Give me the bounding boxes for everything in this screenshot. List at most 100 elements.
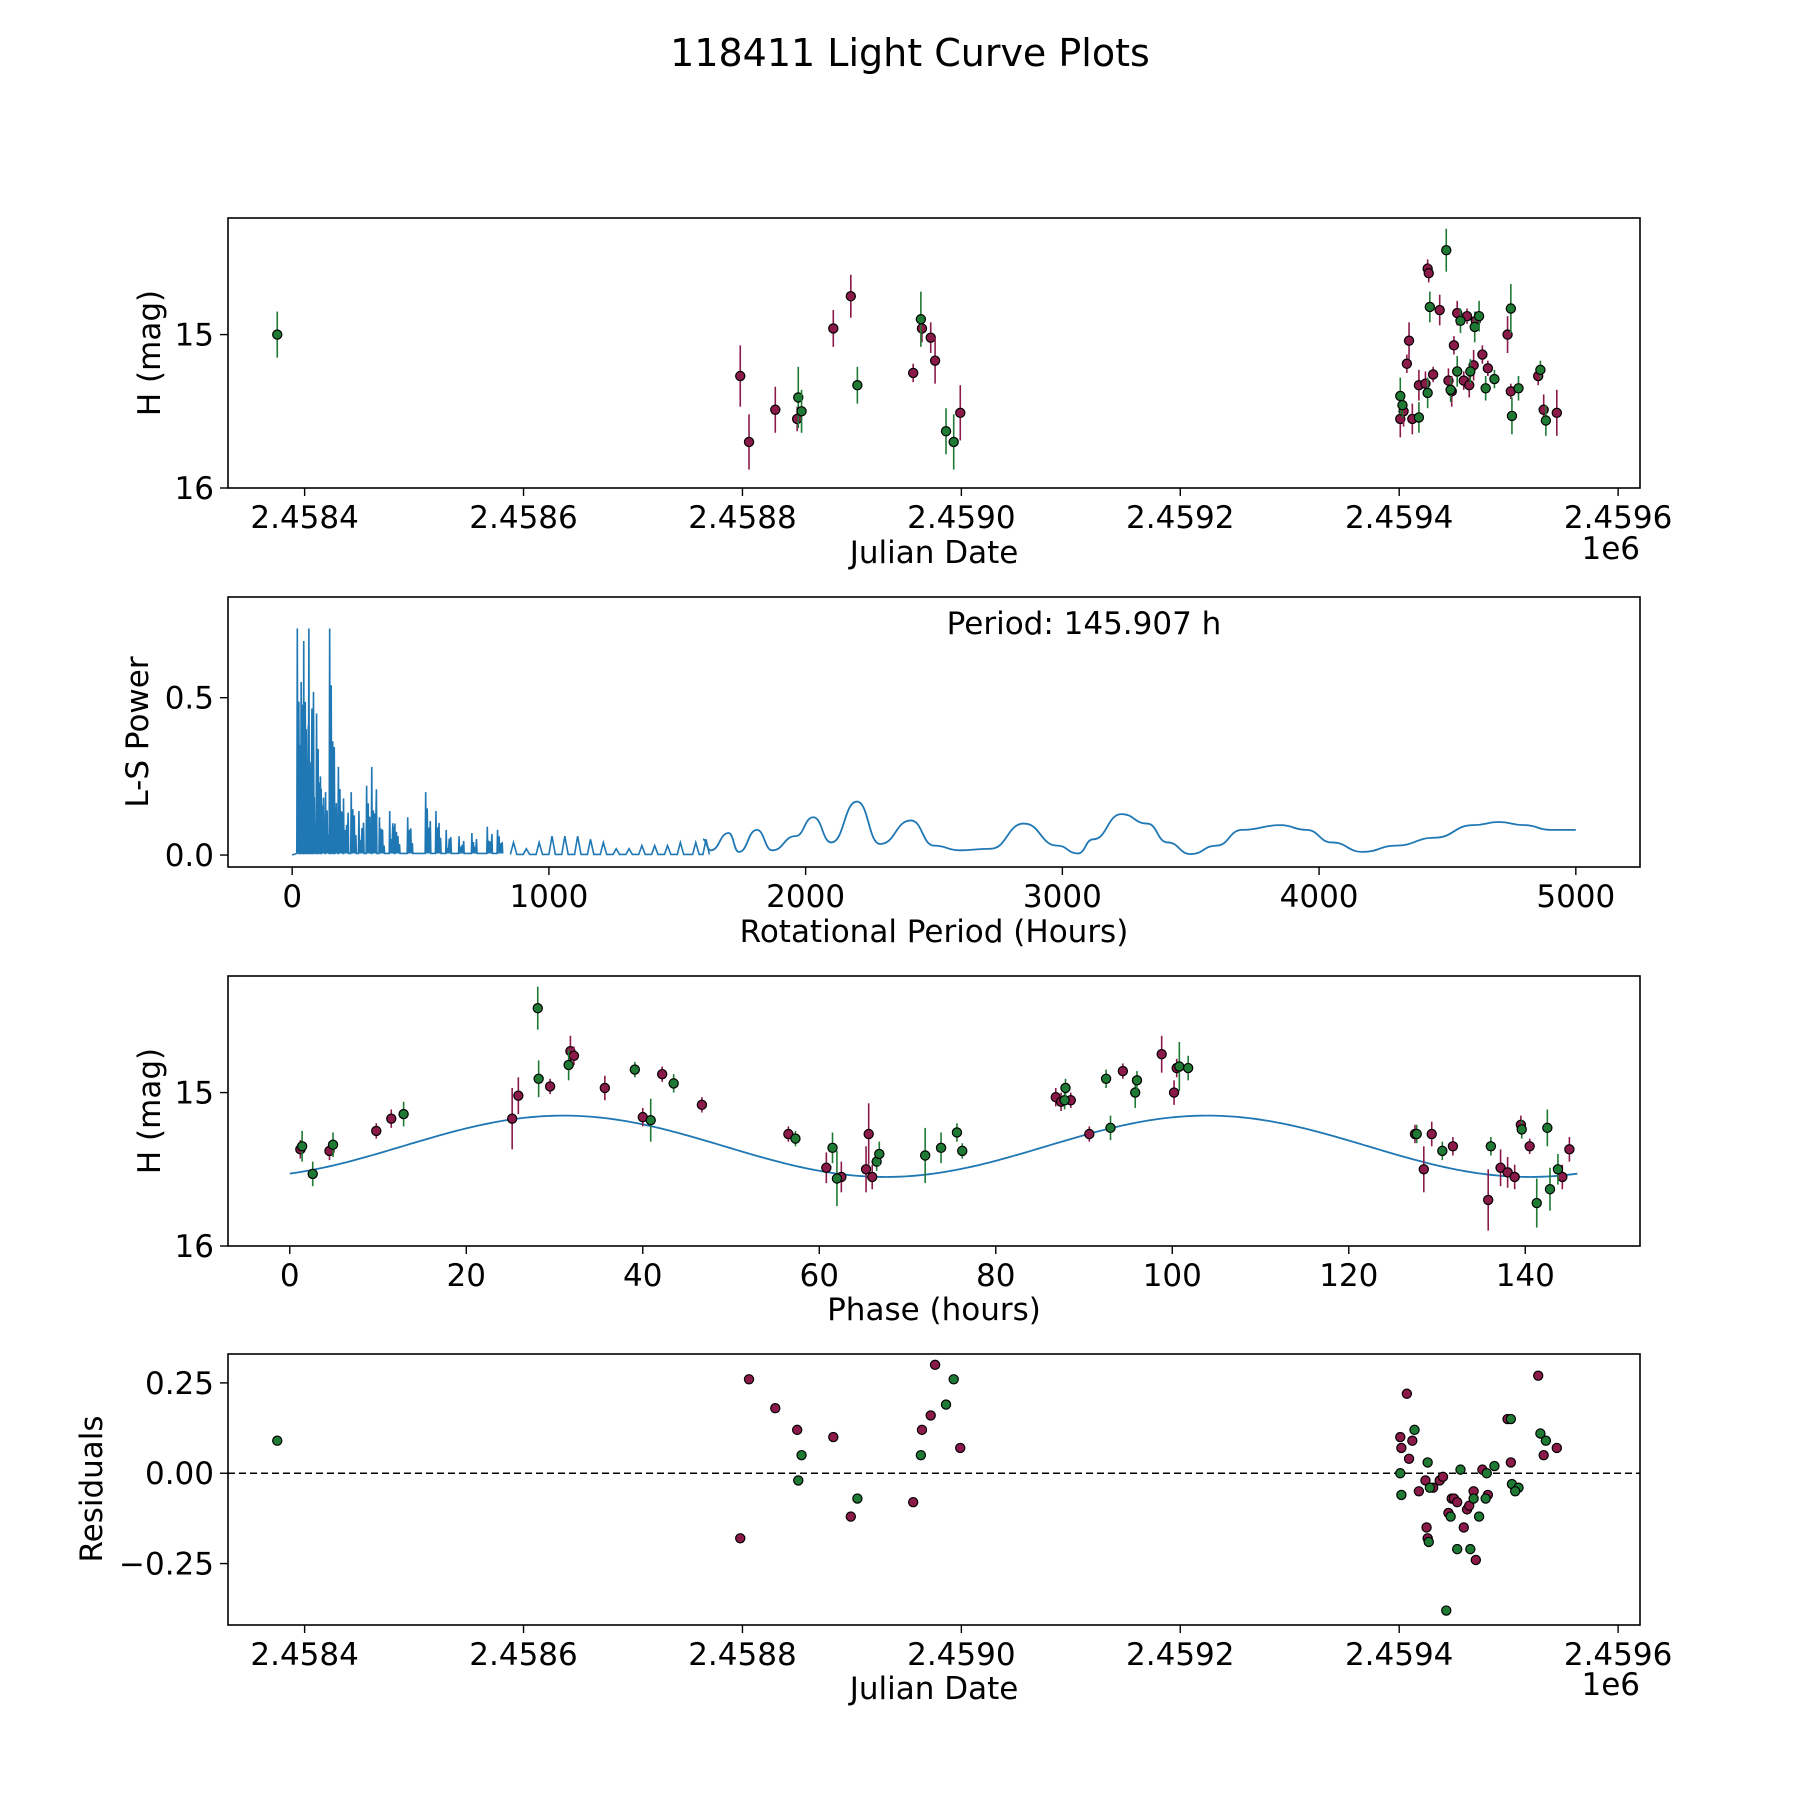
phased-point (1060, 1082, 1071, 1094)
residuals-point (1401, 1388, 1413, 1399)
phased-point (827, 1142, 838, 1154)
phased-point (1564, 1144, 1575, 1155)
residuals-frame (227, 1353, 1641, 1626)
lightcurve-point (1480, 383, 1491, 394)
lightcurve-point (1445, 384, 1456, 396)
lightcurve-point (1551, 407, 1563, 419)
residuals-point (1452, 1543, 1463, 1555)
phased-ytick-label: 15 (175, 1076, 214, 1112)
phased-point (563, 1059, 574, 1071)
phased-point (398, 1108, 409, 1120)
phased-point (1502, 1167, 1513, 1178)
residuals-point (791, 1424, 803, 1436)
phased-point (1483, 1194, 1494, 1206)
lightcurve-xtick-label: 2.4584 (250, 500, 358, 536)
periodogram-xtick-label: 0 (282, 879, 302, 915)
phased-point (1509, 1171, 1520, 1183)
lightcurve-point (948, 436, 959, 448)
residuals-point (1480, 1493, 1491, 1504)
phased-point (599, 1082, 611, 1094)
lightcurve-point (1401, 358, 1413, 369)
phased-point (327, 1139, 339, 1150)
phased-point (1516, 1124, 1527, 1135)
lightcurve-point (908, 367, 919, 379)
periodogram-plot-area (291, 628, 1576, 856)
lightcurve-point (1540, 415, 1552, 426)
phased-point (874, 1148, 885, 1160)
periodogram-ytick-label: 0.5 (165, 681, 214, 717)
phased-point (867, 1171, 878, 1183)
phased-point (645, 1115, 656, 1126)
phased-point (532, 1003, 543, 1014)
panel-residuals: 2.4584 2.4586 2.4588 2.4590 2.4592 2.4594 2.45… (74, 1353, 1672, 1707)
residuals-ytick-label: −0.25 (119, 1547, 214, 1583)
residuals-point (915, 1449, 927, 1461)
phased-point (1411, 1128, 1422, 1140)
phased-point (951, 1127, 963, 1138)
phased-point (831, 1173, 843, 1184)
residuals-plot-area (228, 1359, 1640, 1616)
phased-point (568, 1050, 580, 1061)
phased-point (1156, 1049, 1167, 1060)
residuals-offset-label: 1e6 (1581, 1667, 1640, 1703)
phased-point (1447, 1141, 1459, 1152)
lightcurve-frame (227, 217, 1641, 489)
lightcurve-axes: 2.4584 2.4586 2.4588 2.4590 2.4592 2.4594 2.45… (175, 318, 1673, 536)
periodogram-xtick-label: 5000 (1536, 879, 1615, 915)
lightcurve-point (1455, 315, 1466, 326)
periodogram-smooth-line (702, 800, 1576, 855)
phased-axes: 0 20 40 60 80 100 120 140 15 16 (175, 1076, 1555, 1294)
residuals-point (828, 1431, 839, 1443)
lightcurve-point (796, 406, 807, 417)
phased-point (957, 1145, 968, 1157)
residuals-point (1510, 1486, 1521, 1497)
periodogram-annotation: Period: 145.907 h (947, 606, 1222, 642)
lightcurve-point (852, 380, 863, 391)
residuals-xtick-label: 2.4590 (907, 1637, 1015, 1673)
periodogram-xtick-label: 1000 (509, 879, 588, 915)
residuals-xtick-label: 2.4588 (688, 1637, 796, 1673)
residuals-point (1421, 1522, 1432, 1533)
lightcurve-point (845, 291, 857, 302)
phased-xtick-label: 20 (447, 1258, 486, 1294)
residuals-point (1473, 1511, 1485, 1522)
lightcurve-point (915, 314, 927, 325)
lightcurve-xtick-label: 2.4586 (469, 500, 577, 536)
lightcurve-point (1403, 335, 1415, 346)
phased-point (1542, 1122, 1553, 1134)
lightcurve-xlabel: Julian Date (848, 535, 1019, 571)
residuals-point (925, 1410, 936, 1421)
residuals-point (1458, 1522, 1469, 1533)
phased-point (296, 1141, 308, 1152)
residuals-point (1551, 1442, 1563, 1454)
residuals-point (908, 1496, 919, 1508)
phased-point (863, 1128, 874, 1140)
phased-point (1168, 1087, 1180, 1098)
phased-point (919, 1150, 931, 1161)
phased-point (860, 1164, 872, 1175)
residuals-point (1489, 1460, 1500, 1472)
lightcurve-point (1465, 366, 1476, 377)
residuals-point (1407, 1435, 1418, 1446)
lightcurve-point (743, 436, 755, 448)
residuals-ytick-label: 0.25 (145, 1366, 214, 1402)
phased-point (629, 1064, 641, 1075)
phased-point (1426, 1128, 1437, 1140)
phased-point (533, 1073, 544, 1084)
residuals-point (1505, 1413, 1517, 1425)
residuals-point (1538, 1449, 1549, 1461)
periodogram-axes: 0 1000 2000 3000 4000 5000 0.0 0.5 (165, 681, 1616, 915)
residuals-xtick-label: 2.4594 (1345, 1637, 1453, 1673)
lightcurve-ylabel: H (mag) (132, 290, 168, 416)
residuals-point (743, 1374, 755, 1385)
lightcurve-offset-label: 1e6 (1581, 531, 1640, 567)
phased-xtick-label: 40 (623, 1258, 662, 1294)
periodogram-envelope-line (509, 836, 711, 856)
phased-point (821, 1162, 832, 1173)
phased-xtick-label: 60 (800, 1258, 839, 1294)
panel-periodogram: 0 1000 2000 3000 4000 5000 0.0 0.5 Period: 145.… (120, 596, 1641, 950)
phased-point (790, 1133, 801, 1144)
lightcurve-point (1397, 399, 1408, 411)
lightcurve-xtick-label: 2.4596 (1564, 500, 1672, 536)
lightcurve-plot-area (272, 228, 1563, 470)
